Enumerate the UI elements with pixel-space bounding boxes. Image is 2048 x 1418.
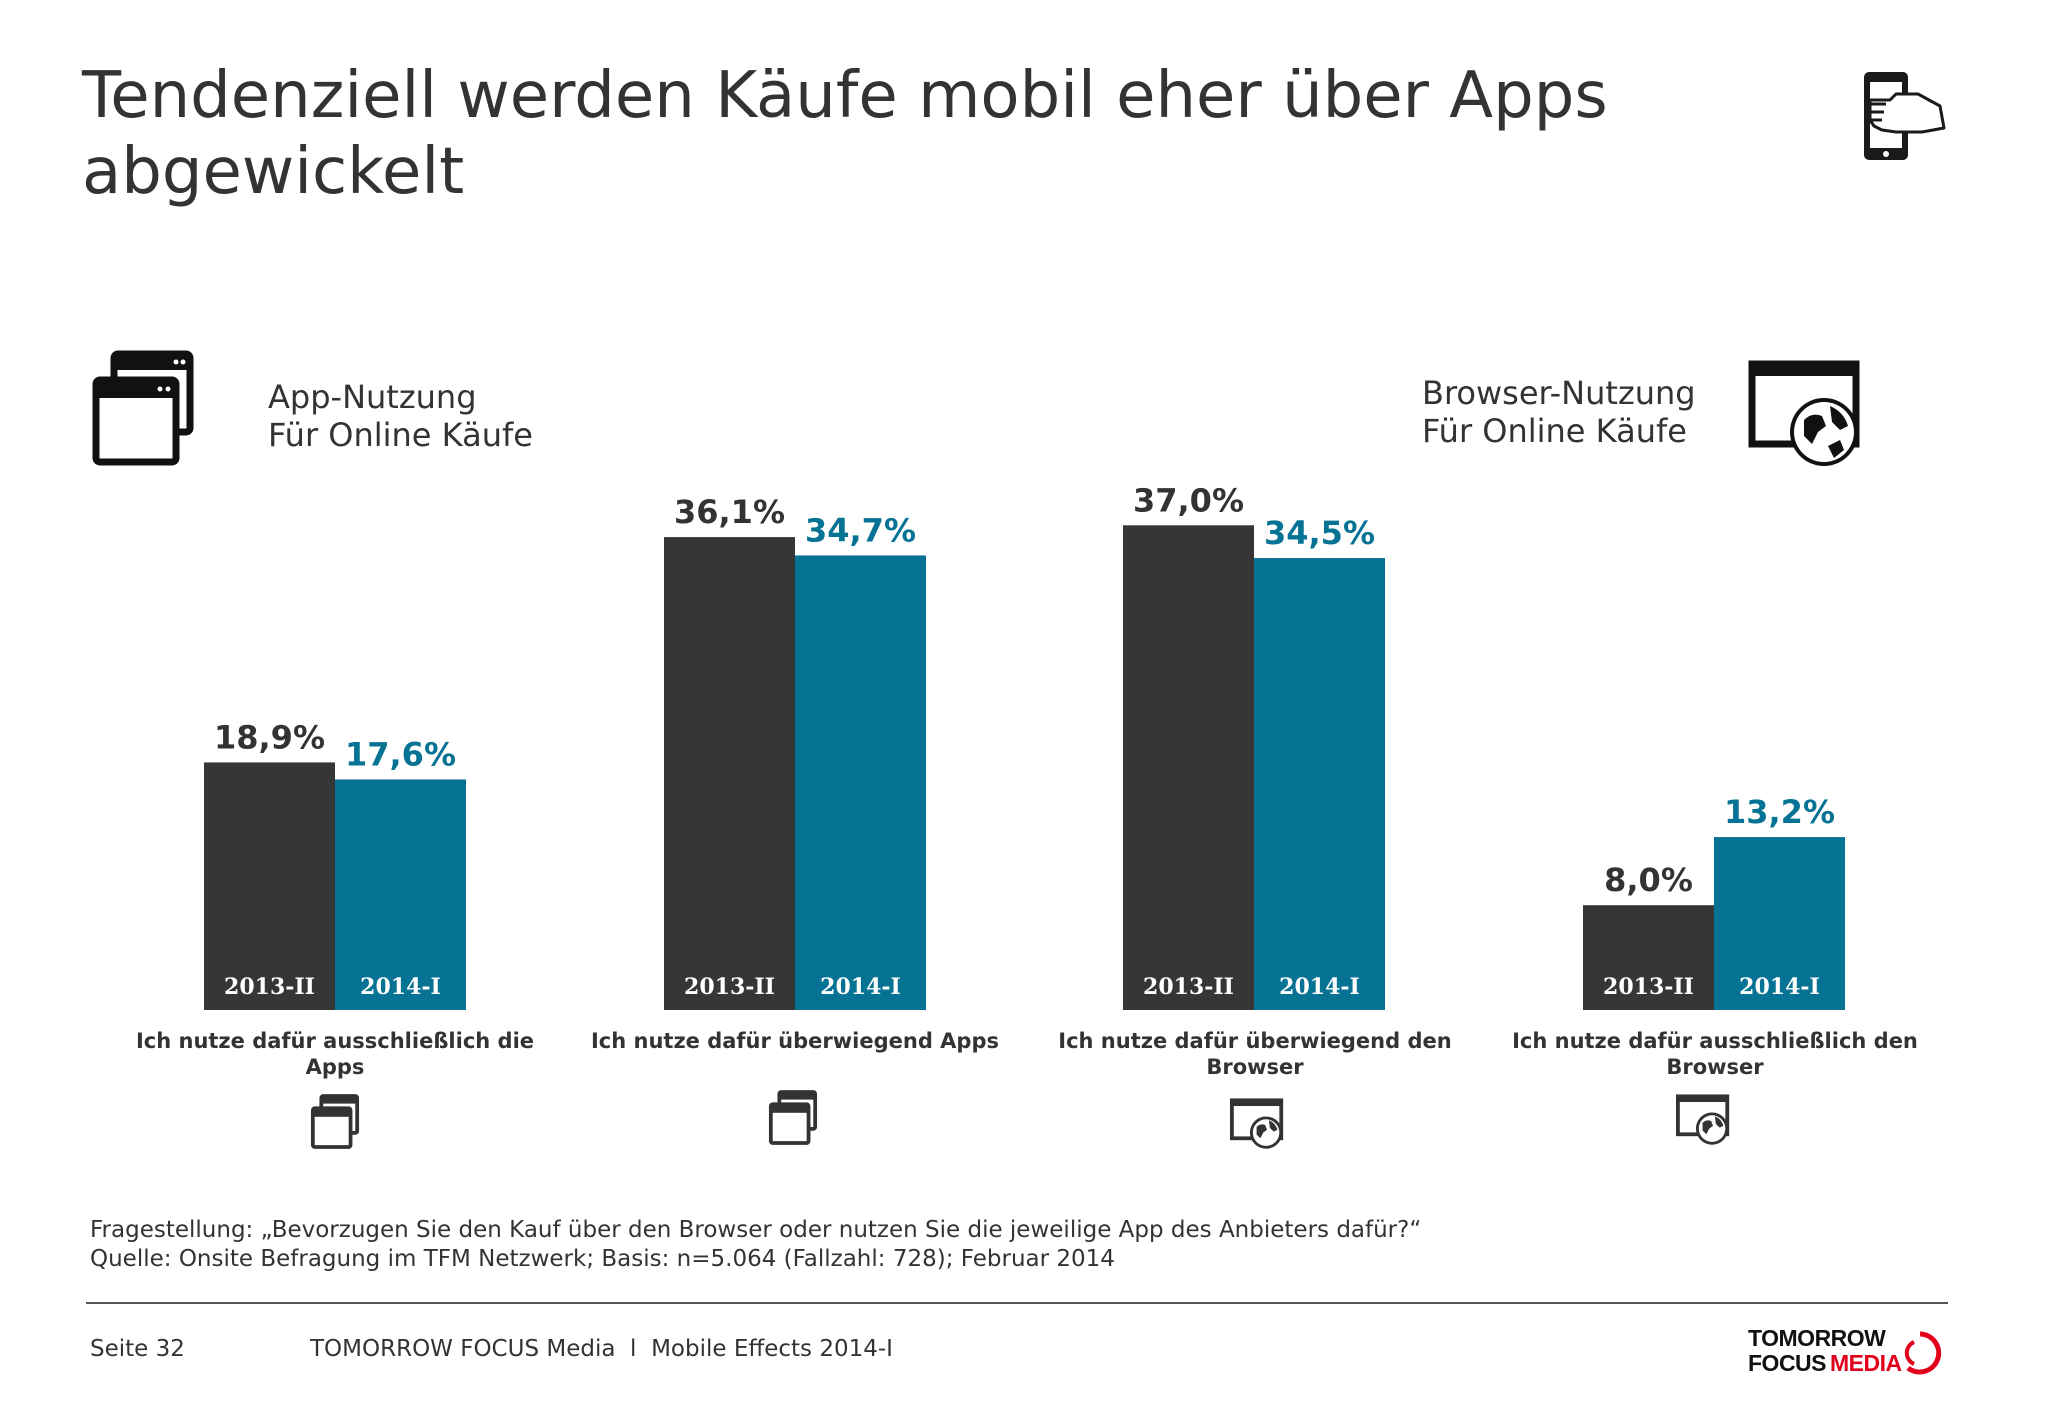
value-label-2014-I-category-4: 13,2% bbox=[1724, 793, 1835, 831]
footer-source: TOMORROW FOCUS Media l Mobile Effects 20… bbox=[310, 1336, 893, 1362]
series-label-2014-I-category-2: 2014-I bbox=[820, 974, 901, 1000]
browser-section-label: Browser-Nutzung Für Online Käufe bbox=[1422, 374, 1696, 450]
logo-line-2: FOCUS MEDIA bbox=[1748, 1351, 1948, 1376]
browser-section-line1: Browser-Nutzung bbox=[1422, 374, 1696, 412]
app-section-line1: App-Nutzung bbox=[268, 378, 477, 416]
bar-2014-I-category-4 bbox=[1714, 837, 1845, 1010]
browser-globe-icon bbox=[1748, 360, 1860, 466]
bar-2013-II-category-1 bbox=[204, 762, 335, 1010]
footnote: Fragestellung: „Bevorzugen Sie den Kauf … bbox=[90, 1216, 1421, 1274]
value-label-2013-II-category-2: 36,1% bbox=[674, 493, 785, 531]
logo-ring-icon bbox=[1904, 1331, 1942, 1375]
bar-2014-I-category-1 bbox=[335, 779, 466, 1010]
app-section-label: App-Nutzung Für Online Käufe bbox=[268, 378, 533, 454]
category-label-1: Ich nutze dafür ausschließlich die Apps bbox=[135, 1029, 535, 1079]
tomorrow-focus-media-logo: TOMORROW FOCUS MEDIA bbox=[1748, 1326, 1948, 1378]
app-windows-icon bbox=[92, 350, 194, 466]
series-label-2014-I-category-3: 2014-I bbox=[1279, 974, 1360, 1000]
bar-2013-II-category-4 bbox=[1583, 905, 1714, 1010]
value-label-2013-II-category-1: 18,9% bbox=[214, 718, 325, 756]
footnote-source: Quelle: Onsite Befragung im TFM Netzwerk… bbox=[90, 1246, 1115, 1272]
bar-2013-II-category-2 bbox=[664, 537, 795, 1010]
browser-globe-icon bbox=[1230, 1098, 1284, 1149]
value-label-2014-I-category-1: 17,6% bbox=[345, 735, 456, 773]
value-label-2013-II-category-4: 8,0% bbox=[1604, 861, 1693, 899]
logo-media: MEDIA bbox=[1830, 1350, 1902, 1376]
app-section-line2: Für Online Käufe bbox=[268, 416, 533, 454]
logo-line-1: TOMORROW bbox=[1748, 1325, 1886, 1351]
bar-2014-I-category-2 bbox=[795, 555, 926, 1010]
series-label-2013-II-category-3: 2013-II bbox=[1143, 974, 1234, 1000]
series-label-2013-II-category-2: 2013-II bbox=[684, 974, 775, 1000]
smartphone-hand-icon bbox=[1864, 72, 1946, 160]
page-title: Tendenziell werden Käufe mobil eher über… bbox=[82, 59, 1608, 209]
series-label-2013-II-category-1: 2013-II bbox=[224, 974, 315, 1000]
logo-focus: FOCUS bbox=[1748, 1350, 1827, 1376]
browser-section-line2: Für Online Käufe bbox=[1422, 412, 1687, 450]
bar-2014-I-category-3 bbox=[1254, 558, 1385, 1010]
footer-divider bbox=[86, 1302, 1948, 1304]
category-label-4: Ich nutze dafür ausschließlich den Brows… bbox=[1512, 1029, 1918, 1079]
app-windows-icon bbox=[310, 1094, 360, 1149]
value-label-2014-I-category-3: 34,5% bbox=[1264, 514, 1375, 552]
value-label-2013-II-category-3: 37,0% bbox=[1133, 481, 1244, 519]
category-label-2: Ich nutze dafür überwiegend Apps bbox=[590, 1029, 999, 1053]
footnote-question: Fragestellung: „Bevorzugen Sie den Kauf … bbox=[90, 1217, 1422, 1243]
value-label-2014-I-category-2: 34,7% bbox=[805, 511, 916, 549]
series-label-2013-II-category-4: 2013-II bbox=[1603, 974, 1694, 1000]
series-label-2014-I-category-1: 2014-I bbox=[360, 974, 441, 1000]
category-label-3: Ich nutze dafür überwiegend den Browser bbox=[1058, 1029, 1452, 1079]
series-label-2014-I-category-4: 2014-I bbox=[1739, 974, 1820, 1000]
browser-globe-icon bbox=[1676, 1094, 1730, 1145]
page-number: Seite 32 bbox=[90, 1336, 185, 1362]
bar-2013-II-category-3 bbox=[1123, 525, 1254, 1010]
app-windows-icon bbox=[768, 1090, 818, 1145]
